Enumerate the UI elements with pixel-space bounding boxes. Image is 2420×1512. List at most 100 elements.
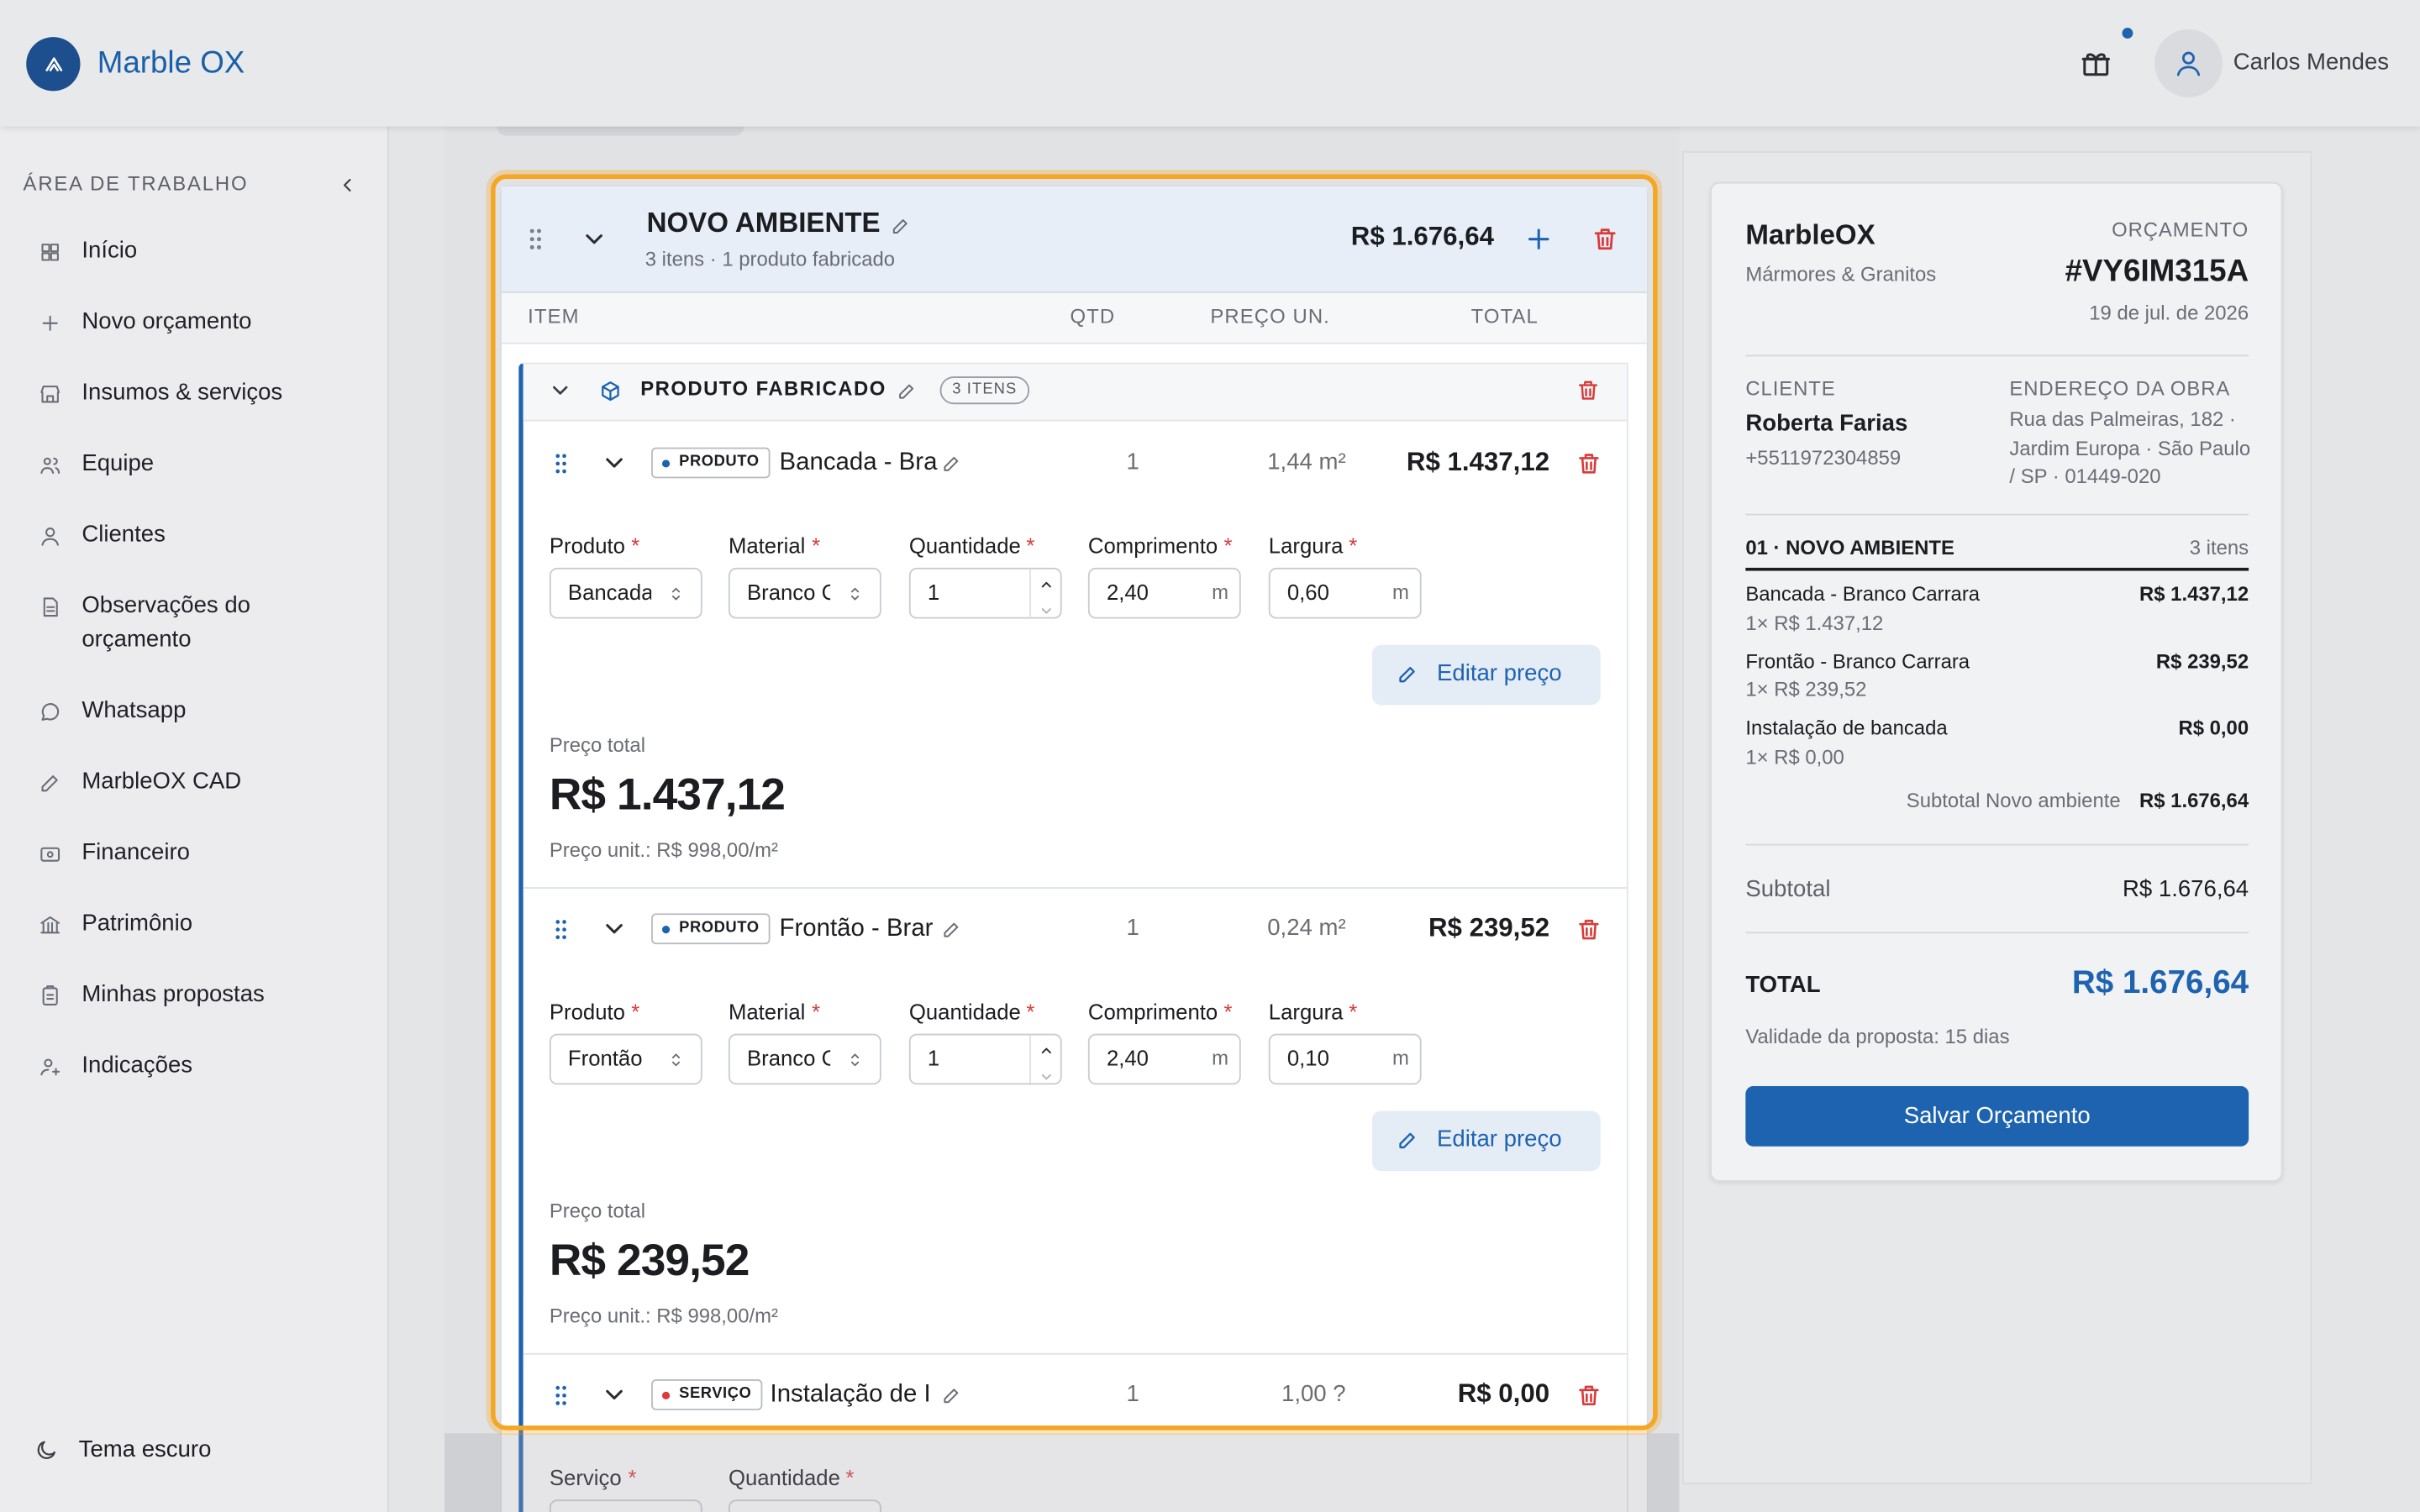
nav-label[interactable]: Indicações (82, 1052, 193, 1079)
spin-down[interactable] (1039, 599, 1054, 614)
edit-title[interactable] (890, 215, 910, 235)
edit-item[interactable] (940, 1384, 960, 1404)
field-label: Produto (549, 533, 625, 559)
spin-down[interactable] (1039, 1064, 1054, 1080)
line-total: R$ 0,00 (2178, 716, 2249, 740)
nav-label[interactable]: Clientes (82, 521, 166, 549)
required-mark: * (1026, 533, 1035, 559)
add-item[interactable] (1523, 223, 1555, 255)
nav-label[interactable]: Equipe (82, 450, 155, 477)
input-value: Branco Ca (746, 579, 830, 605)
doc-id: #VY6IM315A (2065, 255, 2249, 289)
nav-item[interactable] (15, 675, 373, 746)
input[interactable] (1087, 567, 1241, 619)
input[interactable] (908, 1033, 1062, 1085)
drag-handle[interactable] (522, 225, 550, 253)
item-total: R$ 0,00 (1457, 1378, 1550, 1409)
doc-date: 19 de jul. de 2026 (2089, 301, 2249, 325)
client-phone: +5511972304859 (1745, 446, 1902, 470)
nav-label[interactable]: Insumos & serviços (82, 379, 283, 407)
edit-item[interactable] (940, 919, 960, 939)
nav-icon (38, 311, 61, 334)
collapse-toggle[interactable] (581, 225, 608, 253)
edit-price-label[interactable]: Editar preço (1437, 660, 1562, 687)
section-subtotal: R$ 1.676,64 (2139, 788, 2249, 812)
client-name: Roberta Farias (1745, 410, 1908, 437)
item-name: Instalação de I (770, 1381, 931, 1408)
nav-label[interactable]: Novo orçamento (82, 308, 252, 335)
spin-up[interactable] (1039, 1038, 1054, 1054)
input-value: 0,60 (1286, 579, 1329, 605)
item-toggle[interactable] (600, 449, 628, 476)
delete-ambiente[interactable] (1591, 225, 1619, 253)
nav-label[interactable]: Minhas propostas (82, 981, 265, 1008)
save-label[interactable]: Salvar Orçamento (1903, 1103, 2091, 1130)
edit-price-label[interactable]: Editar preço (1437, 1126, 1562, 1153)
input-value: Bancada (567, 579, 652, 605)
section-title: 01 · NOVO AMBIENTE (1745, 535, 1954, 559)
divider (1745, 843, 2249, 846)
nav-icon (38, 453, 61, 476)
delete-group[interactable] (1576, 378, 1600, 402)
required-mark: * (1223, 999, 1233, 1024)
theme-toggle[interactable]: Tema escuro (78, 1436, 212, 1463)
required-mark: * (1349, 999, 1358, 1024)
nav-item[interactable] (15, 429, 373, 500)
input[interactable] (1268, 1033, 1422, 1085)
nav-label[interactable]: Whatsapp (82, 697, 187, 724)
save-button[interactable] (1745, 1086, 2249, 1147)
nav-item[interactable] (15, 216, 373, 286)
item-toggle[interactable] (600, 915, 628, 942)
item-qty: 1 (1126, 915, 1139, 942)
unit-price: Preço unit.: R$ 998,00/m² (549, 1304, 778, 1327)
group-toggle[interactable] (548, 378, 572, 402)
input[interactable] (728, 1033, 881, 1085)
ambiente-subtitle: 3 itens · 1 produto fabricado (644, 247, 896, 270)
input[interactable] (549, 1033, 702, 1085)
nav-label[interactable]: MarbleOX CAD (82, 768, 242, 795)
nav-item[interactable] (15, 1031, 373, 1101)
spin-up[interactable] (1039, 572, 1054, 588)
tag-dot (661, 459, 671, 467)
nav-item[interactable] (15, 889, 373, 959)
drag-handle[interactable] (547, 916, 573, 942)
item-divider (523, 887, 1627, 889)
input[interactable] (728, 1499, 881, 1512)
dim-overlay (444, 1433, 1680, 1512)
input[interactable] (1268, 567, 1422, 619)
collapse-button[interactable] (336, 175, 358, 197)
input[interactable] (549, 1499, 702, 1512)
drag-handle[interactable] (547, 449, 573, 475)
required-mark: * (845, 1465, 855, 1490)
input[interactable] (728, 567, 881, 619)
gift-button[interactable] (2079, 46, 2112, 80)
nav-label[interactable]: Início (82, 237, 138, 265)
delete-item[interactable] (1575, 449, 1601, 475)
input[interactable] (549, 567, 702, 619)
input[interactable] (908, 567, 1062, 619)
edit-item[interactable] (940, 453, 960, 473)
theme-icon[interactable] (34, 1438, 58, 1462)
item-unit: 0,24 m² (1267, 915, 1346, 942)
field-label: Comprimento (1087, 999, 1218, 1024)
ambiente-total: R$ 1.676,64 (1350, 222, 1494, 252)
group-title: PRODUTO FABRICADO (640, 376, 886, 401)
drag-handle[interactable] (547, 1382, 573, 1408)
nav-item[interactable] (15, 817, 373, 888)
line-sub: 1× R$ 0,00 (1745, 744, 1844, 769)
delete-item[interactable] (1575, 1382, 1601, 1408)
delete-item[interactable] (1575, 916, 1601, 942)
address: Rua das Palmeiras, 182 · Jardim Europa ·… (2009, 407, 2251, 488)
nav-label[interactable]: Observações do orçamento (82, 592, 250, 653)
field-label: Comprimento (1087, 533, 1218, 559)
nav-label[interactable]: Financeiro (82, 839, 191, 866)
input-unit: m (1212, 580, 1229, 604)
item-toggle[interactable] (600, 1381, 628, 1409)
section-count: 3 itens (2189, 535, 2249, 559)
logo-icon (43, 53, 65, 75)
item-divider (523, 1352, 1627, 1355)
input[interactable] (1087, 1033, 1241, 1085)
nav-item[interactable] (15, 500, 373, 570)
nav-label[interactable]: Patrimônio (82, 910, 193, 937)
edit-group[interactable] (896, 381, 916, 401)
